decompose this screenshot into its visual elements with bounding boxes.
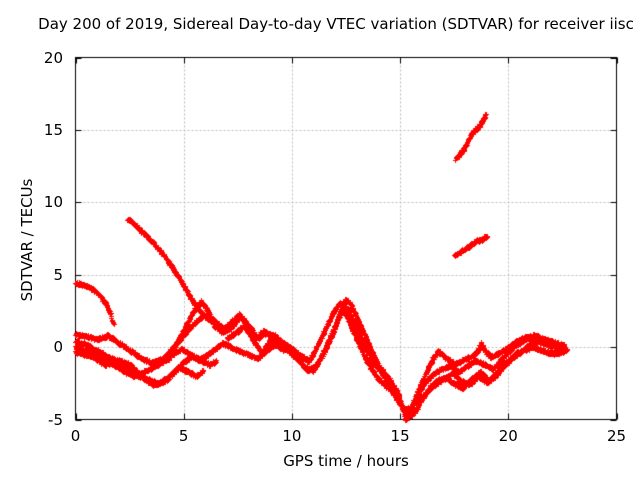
- x-tick-label: 10: [282, 427, 302, 445]
- x-tick-label: 15: [390, 427, 410, 445]
- x-tick-label: 20: [498, 427, 518, 445]
- y-tick-label: 0: [53, 338, 63, 357]
- y-tick-label: 15: [43, 120, 63, 139]
- y-tick-label: -5: [48, 410, 63, 429]
- y-tick-label: 5: [53, 265, 63, 284]
- x-axis-label: GPS time / hours: [283, 452, 409, 470]
- x-tick-label: 25: [606, 427, 627, 445]
- x-tick-label: 0: [70, 427, 81, 445]
- y-axis-label: SDTVAR / TECUs: [18, 178, 36, 302]
- x-tick-label: 5: [178, 427, 189, 445]
- chart-title: Day 200 of 2019, Sidereal Day-to-day VTE…: [38, 15, 634, 33]
- y-tick-label: 10: [43, 193, 63, 212]
- y-tick-label: 20: [43, 48, 63, 67]
